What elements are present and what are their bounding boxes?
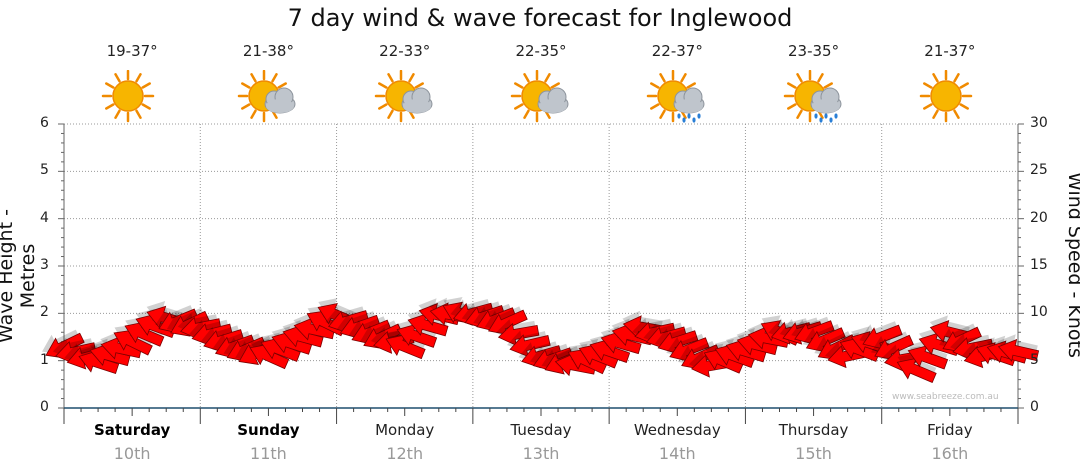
date-label: 15th [795, 444, 832, 463]
day-label: Tuesday [510, 421, 572, 439]
y-tick-label-left: 4 [40, 209, 49, 226]
wind-arrow-body [600, 331, 642, 355]
y-tick-label-right: 10 [1030, 304, 1048, 321]
date-label: 11th [250, 444, 287, 463]
wind-arrow-body [862, 324, 903, 350]
temperature-range: 22-37° [651, 42, 703, 60]
y-tick-label-left: 3 [40, 257, 49, 273]
temperature-range: 22-33° [379, 42, 431, 60]
wind-arrow [666, 333, 710, 362]
wind-arrow-body [249, 343, 290, 370]
wind-arrow-body [896, 357, 937, 384]
temperature-range: 19-37° [106, 42, 158, 60]
wind-arrow-body [997, 338, 1040, 362]
temperature-range: 23-35° [788, 42, 840, 60]
wind-arrow [507, 330, 551, 358]
wind-arrow-body [396, 323, 438, 348]
y-tick-label-right: 0 [1030, 399, 1039, 415]
date-label: 16th [931, 444, 969, 463]
wind-arrow-body [78, 350, 120, 375]
y-tick-label-left: 1 [40, 351, 49, 368]
sun-cloud-icon [374, 70, 433, 123]
day-label: Monday [375, 421, 435, 439]
day-label: Saturday [93, 421, 171, 439]
sun-icon [919, 70, 973, 123]
y-tick-label-right: 5 [1030, 351, 1039, 368]
wind-arrow [200, 325, 245, 353]
sun-cloud-icon [238, 70, 296, 123]
wind-arrow [950, 333, 994, 361]
wind-arrow-body [907, 345, 949, 370]
wind-arrow [484, 306, 528, 336]
y-tick-label-left: 5 [40, 162, 49, 179]
wind-arrow [791, 316, 835, 345]
y-tick-label-right: 30 [1030, 115, 1048, 131]
y-tick-label-left: 0 [40, 399, 49, 415]
y-tick-label-left: 2 [40, 304, 49, 321]
wind-arrow [907, 340, 949, 370]
date-label: 14th [658, 444, 696, 463]
y-tick-label-right: 20 [1030, 209, 1048, 226]
date-label: 10th [113, 444, 151, 463]
day-label: Wednesday [633, 421, 721, 439]
sun-cloud-icon [510, 70, 569, 123]
sun-icon [101, 70, 155, 123]
date-label: 12th [386, 444, 424, 463]
wind-arrow-body [385, 334, 426, 360]
sun-rain-icon [783, 70, 842, 123]
y-tick-label-right: 25 [1030, 162, 1048, 179]
wind-arrow [632, 317, 676, 345]
sun-rain-icon [647, 70, 705, 123]
day-label: Friday [927, 421, 973, 439]
temperature-range: 22-35° [515, 42, 567, 60]
wind-arrow-body [124, 321, 165, 347]
temperature-range: 21-37° [924, 42, 976, 60]
wind-arrow [177, 312, 222, 340]
wind-arrow-body [589, 338, 631, 363]
date-label: 13th [522, 444, 560, 463]
day-label: Sunday [237, 421, 300, 439]
chart-title: 7 day wind & wave forecast for Inglewood [287, 4, 793, 32]
temperature-range: 21-38° [242, 42, 294, 60]
wind-arrow-body [113, 329, 153, 356]
wind-arrow [802, 323, 846, 353]
y-tick-label-right: 15 [1030, 257, 1048, 273]
wind-arrow-body [497, 322, 540, 347]
wind-arrow [997, 334, 1040, 362]
watermark: www.seabreeze.com.au [892, 392, 999, 402]
y-tick-label-left: 6 [40, 115, 49, 131]
wind-arrow [859, 321, 903, 350]
wind-arrow [654, 326, 699, 354]
wind-arrow [495, 319, 540, 347]
wind-arrow-body [509, 334, 551, 358]
day-label: Thursday [778, 421, 849, 439]
wind-arrow [896, 353, 937, 384]
